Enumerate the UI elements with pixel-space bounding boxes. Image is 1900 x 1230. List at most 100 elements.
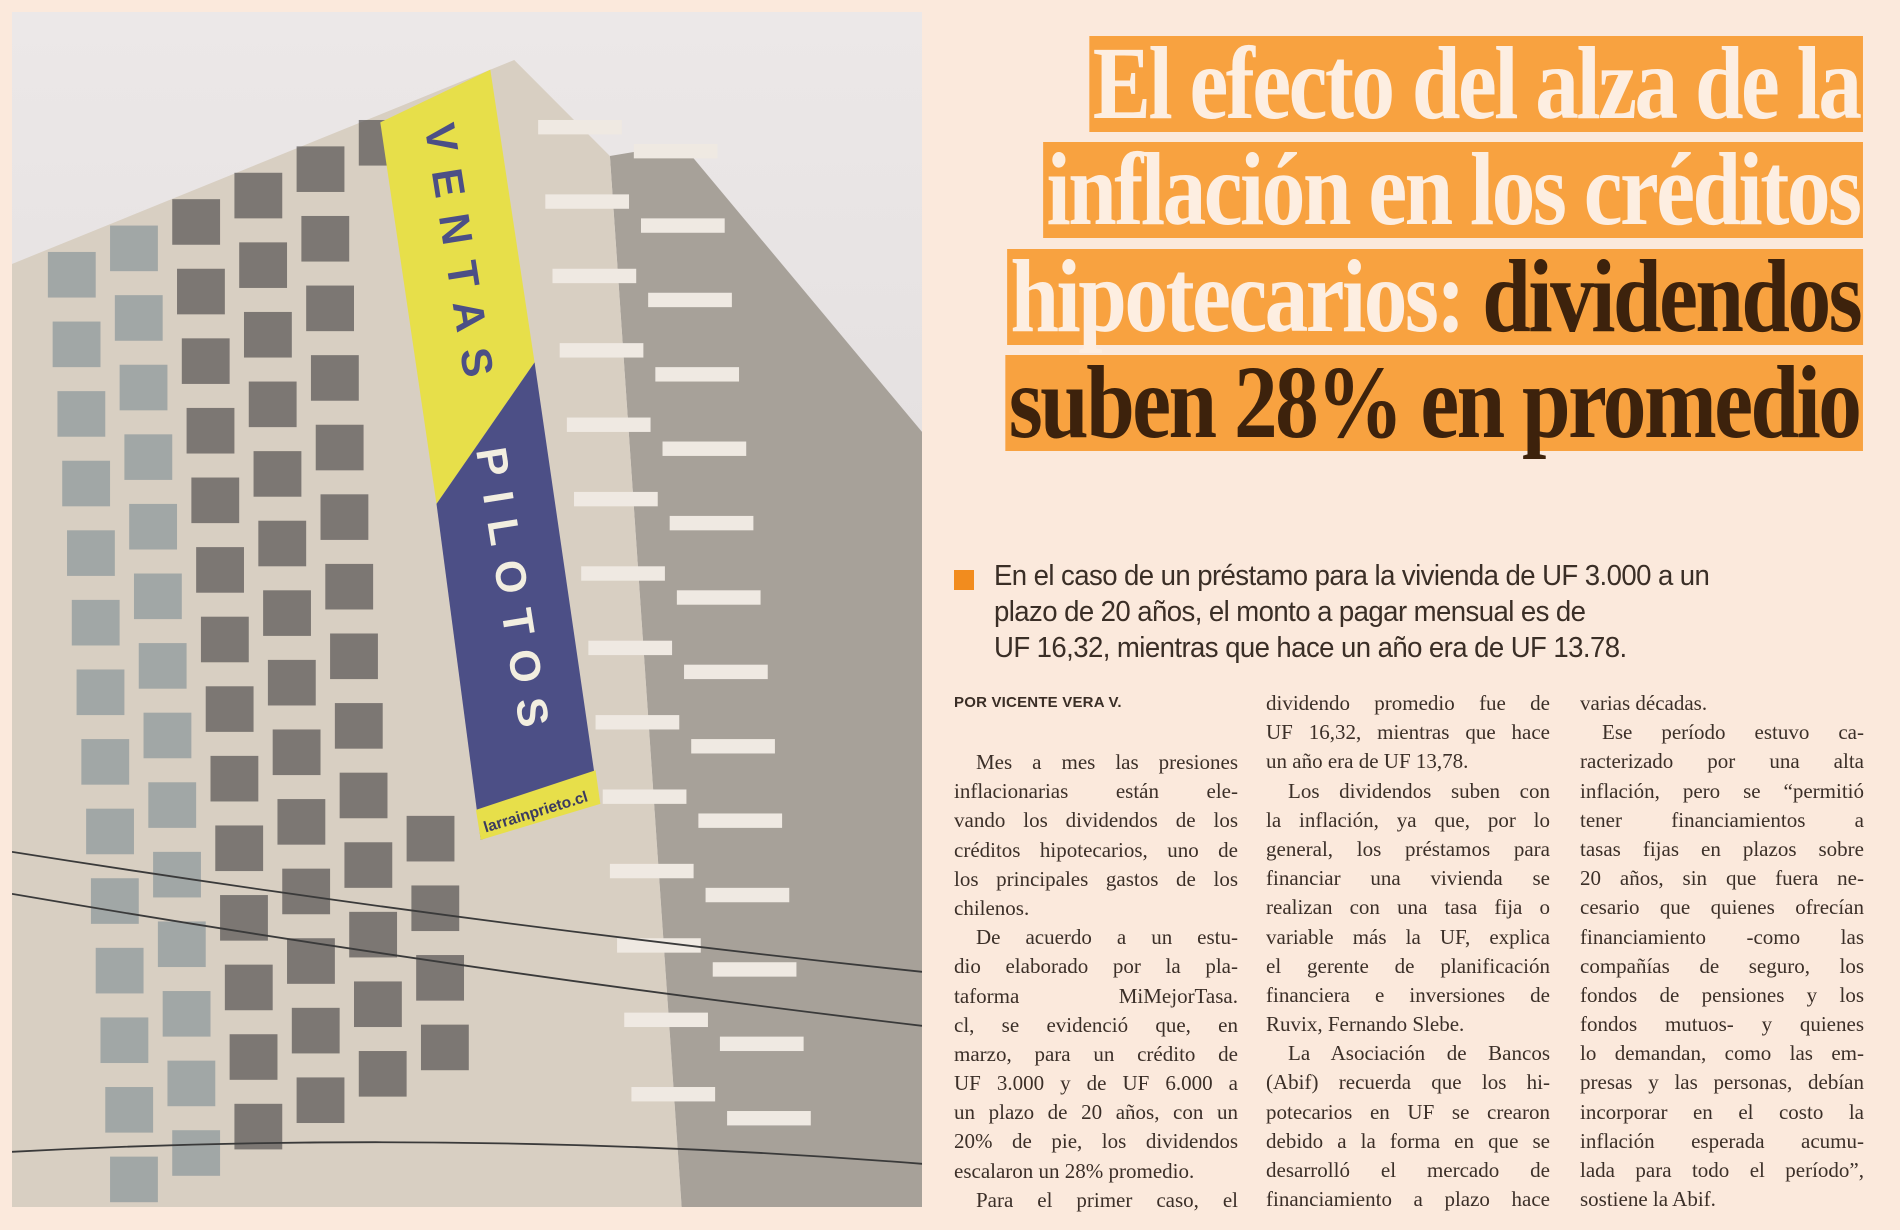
headline-text-1: El efecto del alza de la xyxy=(1089,32,1863,136)
article-text-line: créditos hipotecarios, uno de xyxy=(954,837,1238,862)
balcony xyxy=(712,962,797,977)
window xyxy=(124,434,173,480)
window xyxy=(114,295,163,341)
balcony xyxy=(640,218,725,233)
window xyxy=(172,199,221,245)
balcony xyxy=(581,566,665,581)
window xyxy=(148,782,197,828)
article-text-line: lada para todo el período”, xyxy=(1580,1158,1864,1182)
power-line xyxy=(12,1141,922,1165)
window xyxy=(143,712,192,759)
banner-yellow xyxy=(380,69,535,504)
headline-line-2: inflación en los créditos xyxy=(887,138,1863,242)
article-text-line: Ruvix, Fernando Slebe. xyxy=(1266,1012,1465,1037)
article-text-line: Mes a mes las presiones xyxy=(976,750,1238,774)
window xyxy=(90,878,139,924)
article-text-line: De acuerdo a un estu- xyxy=(976,925,1238,950)
article-text-line: general, los préstamos para xyxy=(1266,836,1550,861)
window xyxy=(110,1156,158,1203)
window xyxy=(57,391,106,437)
building-photo-svg: VENTAS PILOTOS larrainprieto.cl xyxy=(12,12,922,1207)
window xyxy=(234,1103,283,1150)
lead-line: En el caso de un préstamo para la vivien… xyxy=(994,560,1710,592)
window xyxy=(248,381,297,428)
banner-url-strip xyxy=(475,770,601,840)
balcony xyxy=(559,343,644,358)
balcony xyxy=(676,590,761,605)
balcony xyxy=(552,268,637,284)
balcony xyxy=(648,292,732,308)
window xyxy=(411,885,460,932)
article-text-line: UF 16,32, mientras que hace xyxy=(1266,720,1550,745)
square-bullet-icon xyxy=(954,570,974,590)
window xyxy=(310,355,359,401)
window xyxy=(301,215,350,262)
window xyxy=(172,1130,221,1176)
article-text-line: (Abif) recuerda que los hi- xyxy=(1266,1070,1550,1095)
window xyxy=(253,451,302,497)
balcony xyxy=(566,417,651,432)
window xyxy=(71,599,120,646)
article-text-line: cl, se evidenció que, en xyxy=(954,1012,1238,1037)
balcony xyxy=(538,119,622,135)
balcony xyxy=(691,739,775,754)
window xyxy=(420,1024,469,1071)
window xyxy=(191,477,240,524)
headline-text-3-light: hipotecarios: xyxy=(1010,239,1482,354)
article-text-line: escalaron un 28% promedio. xyxy=(954,1158,1195,1183)
window xyxy=(181,338,230,384)
article-text-line: 20 años, sin que fuera ne- xyxy=(1580,866,1864,891)
window xyxy=(334,703,383,749)
article-text-line: cesario que quienes ofrecían xyxy=(1580,895,1864,920)
window xyxy=(267,659,316,706)
article-text-line: Para el primer caso, el xyxy=(976,1187,1238,1212)
balcony xyxy=(727,1111,811,1126)
balcony xyxy=(574,491,658,507)
window xyxy=(47,251,96,298)
headline-text-2: inflación en los créditos xyxy=(1043,138,1863,242)
window xyxy=(220,895,268,941)
window xyxy=(234,172,283,219)
power-line xyxy=(12,850,922,973)
headline-line-4: suben 28% en promedio xyxy=(842,351,1863,455)
window xyxy=(353,981,402,1028)
article-text-line: vando los dividendos de los xyxy=(954,808,1238,833)
article-text-line: Ese período estuvo ca- xyxy=(1602,720,1864,745)
window xyxy=(358,1051,407,1097)
byline: POR VICENTE VERA V. xyxy=(954,694,1122,711)
window xyxy=(306,285,354,332)
window xyxy=(344,842,393,888)
window xyxy=(76,669,125,716)
window xyxy=(138,643,187,689)
balcony xyxy=(684,664,768,680)
window xyxy=(100,1017,149,1064)
article-text-line: compañías de seguro, los xyxy=(1580,953,1864,978)
window xyxy=(296,146,345,192)
article-text-line: la inflación, ya que, por lo xyxy=(1266,807,1550,832)
window xyxy=(291,1007,340,1054)
balcony xyxy=(633,143,718,159)
article-text-line: presas y las personas, debían xyxy=(1580,1070,1864,1095)
window xyxy=(282,868,331,915)
article-text-line: desarrolló el mercado de xyxy=(1266,1158,1550,1182)
lead-line: UF 16,32, mientras que hace un año era d… xyxy=(994,632,1627,664)
window xyxy=(186,407,235,454)
window xyxy=(210,755,259,802)
window xyxy=(315,424,364,471)
window xyxy=(239,242,288,288)
article-text-line: potecarios en UF se crearon xyxy=(1266,1099,1550,1124)
window xyxy=(229,1034,278,1080)
article-text-line: Los dividendos suben con xyxy=(1288,778,1550,803)
window xyxy=(62,460,111,507)
window xyxy=(52,321,101,368)
article-text-line: los principales gastos de los xyxy=(954,866,1238,891)
article-text-line: tasas fijas en plazos sobre xyxy=(1580,836,1864,861)
article-text-line: dividendo promedio fue de xyxy=(1266,691,1550,715)
balcony xyxy=(705,887,790,903)
article-text-line: incorporar en el costo la xyxy=(1580,1099,1864,1124)
window xyxy=(86,808,134,855)
window xyxy=(339,772,388,819)
balcony xyxy=(602,789,687,804)
headline-line-3: hipotecarios: dividendos xyxy=(844,245,1863,349)
article-text-line: financiera e inversiones de xyxy=(1266,982,1550,1007)
